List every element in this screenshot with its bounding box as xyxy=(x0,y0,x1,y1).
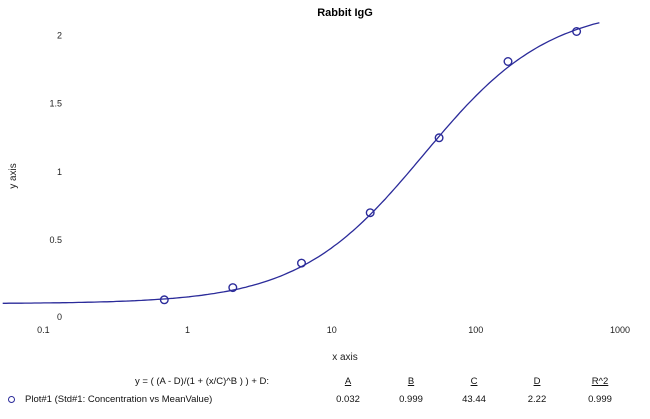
x-tick-label-4: 1000 xyxy=(610,325,630,335)
data-point-2 xyxy=(297,258,307,268)
x-axis-ticks: 0.1 1 10 100 1000 xyxy=(37,325,630,335)
plot-area xyxy=(2,22,600,305)
data-point-4 xyxy=(434,133,444,143)
y-tick-label-2: 1 xyxy=(57,167,62,177)
header-B: B xyxy=(407,376,415,387)
value-R2: 0.999 xyxy=(588,394,612,405)
x-tick-label-0: 0.1 xyxy=(37,325,50,335)
header-C: C xyxy=(470,376,478,387)
data-point-0 xyxy=(159,295,169,305)
y-tick-label-3: 1.5 xyxy=(49,99,62,109)
chart-svg: Rabbit IgG 0.1 1 10 100 1000 0 0.5 1 1.5 2 x axi… xyxy=(2,7,630,363)
y-tick-label-4: 2 xyxy=(57,31,62,41)
data-points xyxy=(159,27,582,305)
value-A: 0.032 xyxy=(336,394,360,405)
legend-plot-row: Plot#1 (Std#1: Concentration vs MeanValu… xyxy=(0,394,650,410)
value-C: 43.44 xyxy=(462,394,486,405)
circle-marker-icon xyxy=(8,396,15,403)
header-A: A xyxy=(344,376,352,387)
value-D: 2.22 xyxy=(527,394,547,405)
x-tick-label-1: 1 xyxy=(185,325,190,335)
plot-label: Plot#1 (Std#1: Concentration vs MeanValu… xyxy=(25,394,213,405)
data-point-1 xyxy=(228,283,238,293)
y-tick-label-0: 0 xyxy=(57,312,62,322)
header-R2: R^2 xyxy=(591,376,609,387)
header-D: D xyxy=(533,376,541,387)
y-axis-ticks: 0 0.5 1 1.5 2 xyxy=(49,31,62,322)
x-axis-label: x axis xyxy=(332,352,358,363)
data-point-3 xyxy=(365,208,375,218)
fit-legend: y = ( (A - D)/(1 + (x/C)^B ) ) + D: A B … xyxy=(0,376,650,416)
legend-header-row: y = ( (A - D)/(1 + (x/C)^B ) ) + D: A B … xyxy=(0,376,650,392)
value-B: 0.999 xyxy=(399,394,423,405)
x-tick-label-2: 10 xyxy=(327,325,337,335)
y-tick-label-1: 0.5 xyxy=(49,235,62,245)
data-point-6 xyxy=(572,27,582,37)
data-point-5 xyxy=(503,57,513,67)
equation-label: y = ( (A - D)/(1 + (x/C)^B ) ) + D: xyxy=(135,376,270,387)
chart-title: Rabbit IgG xyxy=(317,7,373,19)
y-axis-label: y axis xyxy=(8,163,19,189)
x-tick-label-3: 100 xyxy=(468,325,483,335)
